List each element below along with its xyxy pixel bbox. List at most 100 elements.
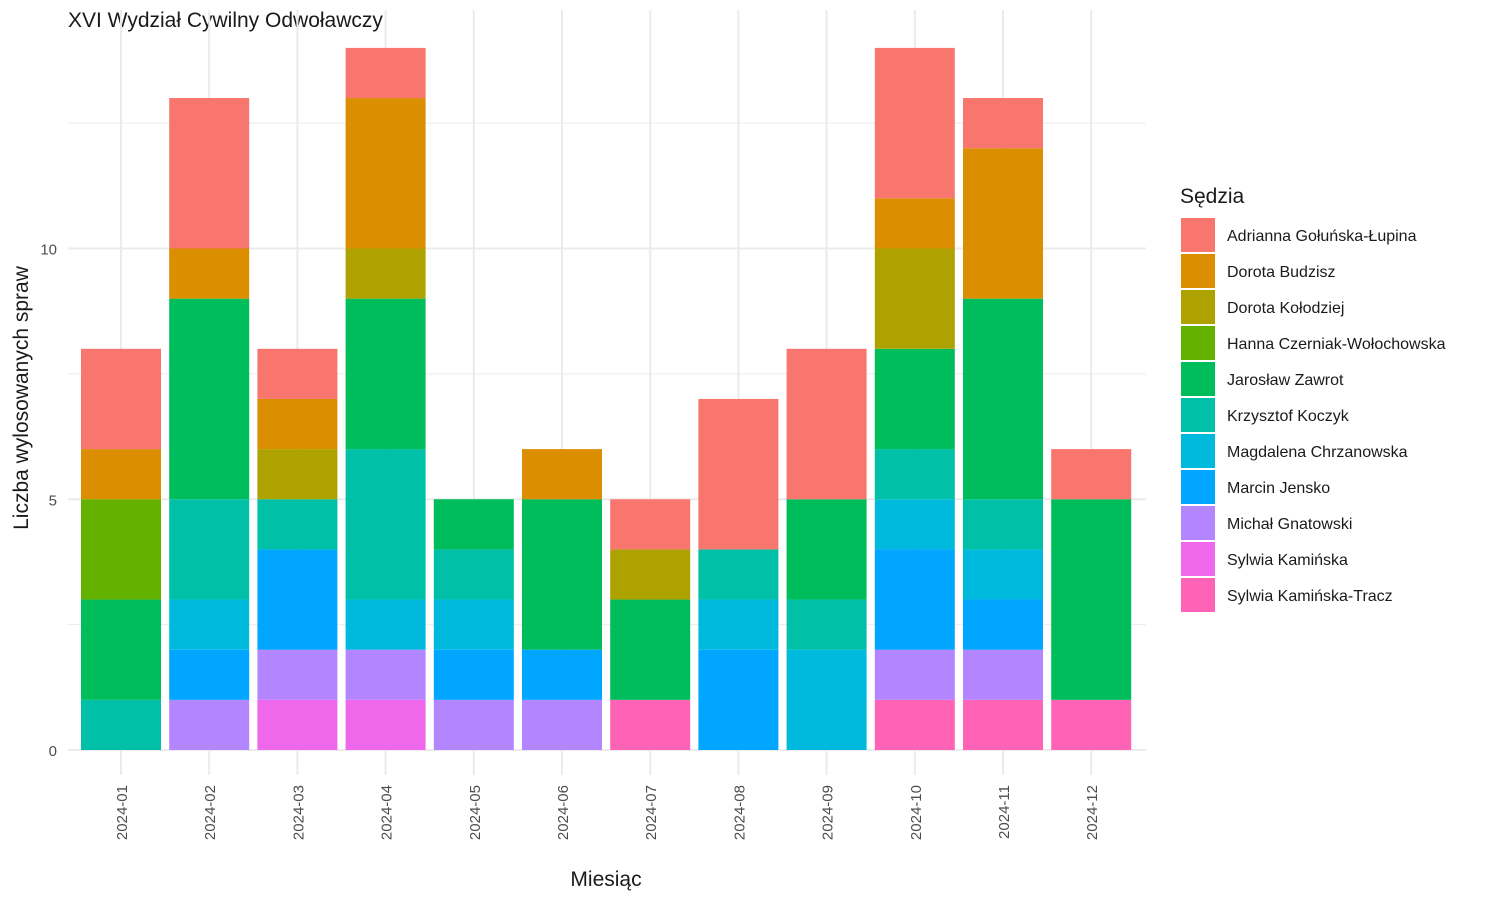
bar-segment [257, 699, 338, 750]
legend-label: Magdalena Chrzanowska [1227, 444, 1408, 461]
bar-segment [963, 298, 1043, 500]
bar-segment [874, 649, 955, 700]
legend-swatch [1181, 578, 1215, 612]
bar-segment [81, 348, 161, 450]
bar-segment [874, 47, 955, 199]
bar-segment [786, 499, 867, 600]
x-tick-label: 2024-05 [467, 785, 484, 840]
bar-segment [874, 699, 955, 750]
bar-segment [963, 98, 1043, 149]
bar-segment [874, 348, 955, 450]
legend-swatch [1181, 470, 1215, 504]
bar-segment [433, 549, 514, 600]
bar-segment [345, 98, 426, 249]
bar-segment [433, 649, 514, 700]
x-tick-label: 2024-10 [908, 785, 925, 840]
y-tick-label: 5 [49, 492, 57, 509]
bar-segment [963, 649, 1043, 700]
legend-swatch [1181, 362, 1215, 396]
bar-segment [345, 298, 426, 450]
bar-segment [345, 449, 426, 600]
bar-segment [81, 699, 161, 750]
bar-segment [169, 649, 250, 700]
bar-segment [345, 599, 426, 650]
x-tick-label: 2024-07 [643, 785, 660, 840]
bar-segment [81, 499, 161, 600]
bar-segment [257, 549, 338, 650]
legend-swatch [1181, 326, 1215, 360]
bar-segment [169, 499, 250, 600]
bar-segment [522, 449, 602, 500]
bar-segment [345, 248, 426, 299]
bar-segment [610, 499, 691, 550]
legend-label: Jarosław Zawrot [1227, 372, 1344, 389]
bar-segment [169, 98, 250, 249]
bar-segment [1051, 449, 1132, 500]
legend-label: Krzysztof Koczyk [1227, 408, 1350, 425]
bar-segment [169, 699, 250, 750]
bar-segment [169, 248, 250, 299]
x-axis-ticks: 2024-01 2024-02 2024-03 2024-04 2024-05 2024-… [114, 785, 1101, 840]
x-tick-label: 2024-06 [555, 785, 572, 840]
legend-swatch [1181, 542, 1215, 576]
bar-segment [874, 198, 955, 249]
bar-segment [257, 348, 338, 399]
bar-segment [698, 398, 779, 550]
bar-segment [610, 549, 691, 600]
bar-segment [257, 398, 338, 450]
bar-segment [963, 599, 1043, 650]
x-tick-label: 2024-02 [202, 785, 219, 840]
bar-segment [610, 599, 691, 700]
bar-segment [963, 699, 1043, 750]
bar-segment [522, 649, 602, 700]
y-axis-ticks: 0 5 10 [40, 242, 57, 761]
bar-segment [1051, 699, 1132, 750]
legend-swatch [1181, 290, 1215, 324]
legend-swatch [1181, 434, 1215, 468]
bar-segment [169, 599, 250, 650]
legend-swatch [1181, 218, 1215, 252]
chart-title: XVI Wydział Cywilny Odwoławczy [68, 9, 383, 32]
x-tick-label: 2024-08 [731, 785, 748, 840]
bar-segment [874, 449, 955, 500]
bar-segment [345, 649, 426, 700]
legend-swatch [1181, 506, 1215, 540]
legend-title: Sędzia [1180, 185, 1245, 208]
bar-segment [874, 499, 955, 550]
x-tick-label: 2024-12 [1084, 785, 1101, 840]
bar-segment [433, 699, 514, 750]
bar-segment [698, 649, 779, 750]
x-tick-label: 2024-04 [379, 785, 396, 840]
y-tick-label: 0 [49, 743, 57, 760]
legend-label: Dorota Budzisz [1227, 264, 1336, 281]
bar-segment [874, 549, 955, 650]
bar-segment [1051, 499, 1132, 700]
bar-segment [81, 449, 161, 500]
bar-segment [610, 699, 691, 750]
legend-label: Michał Gnatowski [1227, 516, 1352, 533]
bar-segment [963, 148, 1043, 299]
x-axis-title: Miesiąc [570, 868, 641, 891]
x-tick-label: 2024-01 [114, 785, 131, 840]
bar-segment [874, 248, 955, 349]
y-tick-label: 10 [40, 242, 57, 259]
bar-segment [698, 549, 779, 600]
bar-segment [522, 699, 602, 750]
x-tick-label: 2024-11 [996, 785, 1013, 839]
bar-segment [345, 47, 426, 99]
legend-swatch [1181, 398, 1215, 432]
x-tick-label: 2024-03 [290, 785, 307, 840]
bar-segment [345, 699, 426, 750]
y-axis-title: Liczba wylosowanych spraw [10, 265, 33, 530]
bar-segment [257, 499, 338, 550]
bar-segment [433, 499, 514, 550]
legend: Sędzia Adrianna Gołuńska-Łupina Dorota Bu… [1180, 185, 1446, 612]
bar-segment [786, 649, 867, 750]
legend-label: Marcin Jensko [1227, 480, 1330, 497]
bar-segment [786, 599, 867, 650]
bar-segment [169, 298, 250, 500]
bar-segment [257, 449, 338, 500]
x-tick-label: 2024-09 [820, 785, 837, 840]
bar-segment [81, 599, 161, 700]
